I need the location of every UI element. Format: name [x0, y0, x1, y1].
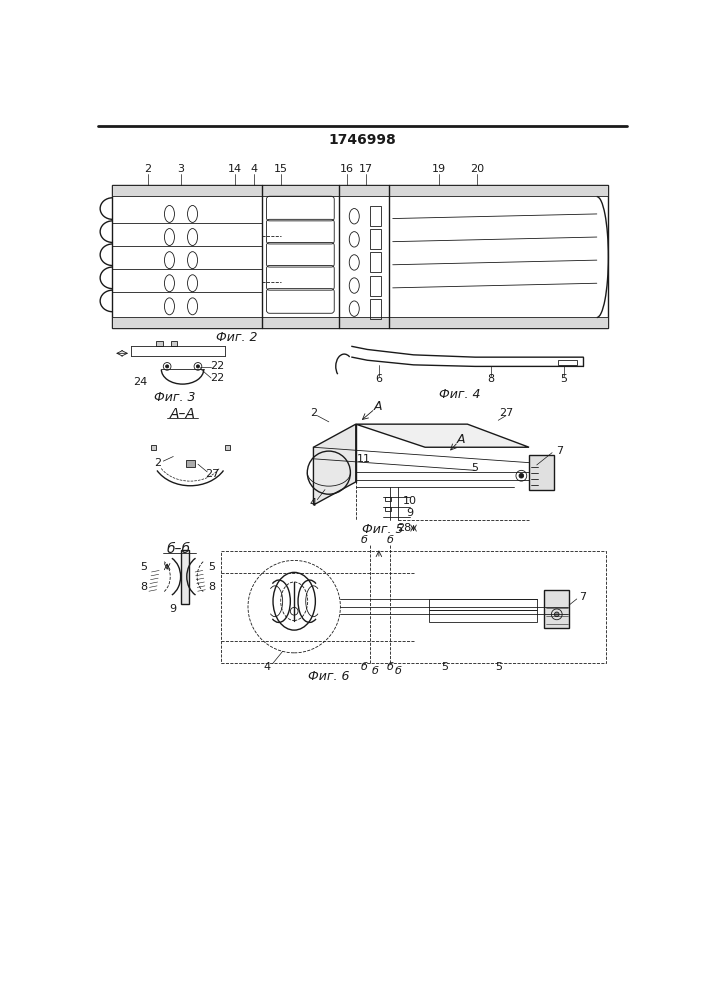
Text: б: б [361, 662, 368, 672]
Text: 14: 14 [228, 164, 242, 174]
Text: 10: 10 [403, 496, 416, 506]
Text: 17: 17 [358, 164, 373, 174]
Text: б: б [372, 666, 378, 676]
Text: 11: 11 [356, 454, 370, 464]
Text: б: б [387, 535, 394, 545]
Text: 22: 22 [210, 373, 224, 383]
Bar [370, 206, 381, 226]
Bar [112, 185, 608, 196]
Text: 2: 2 [310, 408, 317, 418]
Text: 27: 27 [499, 408, 513, 418]
Bar [112, 317, 608, 328]
Text: 9: 9 [406, 508, 414, 518]
Text: 9: 9 [169, 604, 176, 614]
Text: 27: 27 [205, 469, 219, 479]
Text: 8: 8 [141, 582, 148, 592]
Text: Фиг. 4: Фиг. 4 [439, 388, 481, 401]
Bar [156, 341, 163, 346]
Text: 8: 8 [487, 374, 494, 384]
Bar [559, 360, 577, 365]
Text: 5: 5 [495, 662, 502, 672]
Bar [225, 445, 230, 450]
Text: 16: 16 [339, 164, 354, 174]
Bar [112, 185, 608, 328]
Bar [544, 590, 569, 628]
Text: 5: 5 [472, 463, 479, 473]
Text: 2: 2 [144, 164, 151, 174]
Bar [151, 445, 156, 450]
Text: 7: 7 [556, 446, 563, 456]
Text: Фиг. 3: Фиг. 3 [154, 391, 196, 404]
Text: б: б [395, 666, 402, 676]
Text: 22: 22 [210, 361, 224, 371]
Text: 7: 7 [579, 592, 587, 602]
Text: 8: 8 [209, 582, 216, 592]
Text: 28: 28 [397, 523, 411, 533]
Polygon shape [313, 424, 356, 505]
Text: 1746998: 1746998 [328, 133, 396, 147]
Bar [370, 299, 381, 319]
Text: 24: 24 [133, 377, 147, 387]
Bar [429, 610, 537, 622]
Text: 5: 5 [141, 562, 148, 572]
Text: 2: 2 [154, 458, 161, 468]
Text: Фиг. 5: Фиг. 5 [362, 523, 404, 536]
Text: 20: 20 [470, 164, 484, 174]
Text: 19: 19 [432, 164, 446, 174]
Text: 3: 3 [177, 164, 185, 174]
Text: 4: 4 [264, 662, 271, 672]
Circle shape [519, 473, 524, 478]
Bar [171, 341, 177, 346]
Text: А–А: А–А [170, 407, 196, 421]
Text: Фиг. 6: Фиг. 6 [308, 670, 349, 683]
Polygon shape [356, 424, 529, 447]
Text: б: б [361, 535, 368, 545]
Text: 15: 15 [274, 164, 288, 174]
Bar [370, 229, 381, 249]
Text: А: А [456, 433, 464, 446]
Text: 4: 4 [310, 498, 317, 508]
Circle shape [554, 612, 559, 617]
Bar [385, 497, 391, 501]
Circle shape [197, 365, 199, 368]
Bar [429, 599, 537, 610]
Text: 4: 4 [250, 164, 258, 174]
Text: Фиг. 2: Фиг. 2 [216, 331, 257, 344]
Bar [181, 550, 189, 604]
Circle shape [165, 365, 169, 368]
Bar [370, 276, 381, 296]
Bar [221, 551, 606, 663]
Text: 5: 5 [209, 562, 216, 572]
Bar [186, 460, 195, 466]
Bar [529, 455, 554, 490]
Text: б: б [387, 662, 394, 672]
Bar [385, 507, 391, 511]
Text: б–б: б–б [167, 542, 191, 556]
Text: 5: 5 [560, 374, 567, 384]
Text: 5: 5 [441, 662, 448, 672]
Text: 6: 6 [375, 374, 382, 384]
Text: А: А [374, 400, 382, 413]
Bar [370, 252, 381, 272]
